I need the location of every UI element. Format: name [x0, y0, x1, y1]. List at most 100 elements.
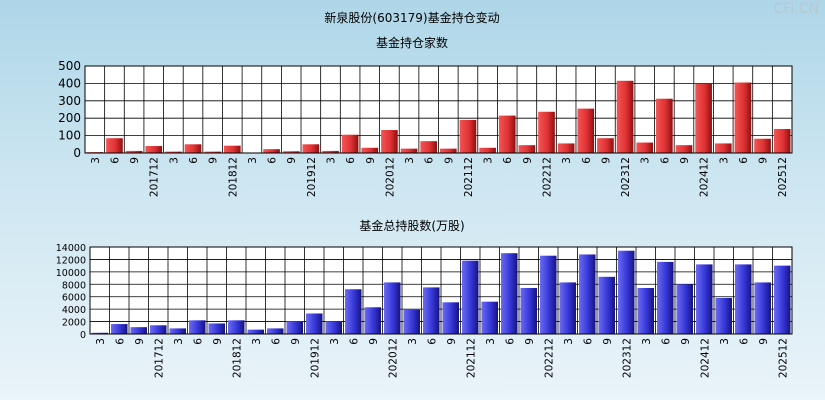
bar-202403 — [637, 288, 654, 334]
x-tick-label: 201912 — [309, 338, 321, 378]
bar-201709 — [125, 150, 143, 153]
x-tick-label: 9 — [212, 338, 224, 345]
bar-202109 — [442, 302, 459, 334]
x-tick-label: 202212 — [542, 157, 554, 197]
x-tick-label: 202312 — [621, 338, 633, 378]
bar-202309 — [598, 276, 615, 334]
x-tick-label: 3 — [719, 338, 731, 345]
bar-202006 — [345, 289, 362, 334]
bar-202212 — [538, 111, 555, 153]
x-tick-label: 9 — [679, 157, 691, 164]
bar-201909 — [282, 151, 300, 153]
bar-202003 — [322, 150, 339, 153]
top-chart-title: 基金持仓家数 — [376, 35, 448, 50]
x-tick-label: 202012 — [384, 157, 396, 197]
x-tick-label: 3 — [251, 338, 263, 345]
top-gridlines — [84, 65, 793, 154]
bar-202312 — [618, 250, 635, 334]
bar-202303 — [559, 282, 576, 334]
bar-202103 — [400, 148, 418, 153]
x-tick-label: 6 — [192, 338, 204, 345]
top-y-axis: 0 100 200 300 400 500 — [58, 59, 81, 160]
bar-202512 — [774, 265, 791, 334]
bar-202006 — [341, 134, 359, 153]
bar-202409 — [675, 145, 693, 153]
x-tick-label: 6 — [581, 157, 593, 164]
x-tick-label: 6 — [348, 338, 360, 345]
bar-202509 — [754, 138, 771, 153]
bar-201903 — [247, 329, 264, 334]
bottom-bars — [91, 250, 791, 334]
top-x-axis: 3 6 9 201712 3 6 9 201812 3 6 9 201912 3 6 9 202012 3 6 9 2… — [90, 157, 789, 197]
x-tick-label: 202412 — [699, 157, 711, 197]
bar-202103 — [403, 309, 420, 334]
x-tick-label: 3 — [329, 338, 341, 345]
bar-202209 — [520, 288, 537, 334]
bar-201706 — [106, 138, 123, 153]
x-tick-label: 201812 — [227, 157, 239, 197]
x-tick-label: 202412 — [699, 338, 711, 378]
bar-201806 — [184, 144, 202, 153]
bottom-plot-border — [89, 246, 793, 335]
y-tick-label: 10000 — [56, 268, 86, 279]
x-tick-label: 9 — [680, 338, 692, 345]
bar-201906 — [267, 328, 284, 334]
bar-202503 — [715, 297, 732, 334]
x-tick-label: 3 — [325, 157, 337, 164]
bar-202306 — [577, 108, 595, 153]
x-tick-label: 3 — [90, 157, 102, 164]
bottom-chart-title: 基金总持股数(万股) — [359, 218, 464, 233]
main-title: 新泉股份(603179)基金持仓变动 — [324, 10, 499, 25]
x-tick-label: 6 — [426, 338, 438, 345]
x-tick-label: 9 — [286, 157, 298, 164]
x-tick-label: 9 — [365, 157, 377, 164]
x-tick-label: 202512 — [777, 338, 789, 378]
x-tick-label: 201912 — [306, 157, 318, 197]
x-tick-label: 3 — [483, 157, 495, 164]
bar-201809 — [204, 151, 221, 153]
bar-202406 — [657, 261, 674, 334]
bar-202209 — [518, 145, 536, 153]
bar-202306 — [579, 254, 596, 334]
y-tick-label: 4000 — [62, 305, 86, 316]
bar-202112 — [462, 260, 479, 334]
x-tick-label: 9 — [524, 338, 536, 345]
top-bars — [86, 80, 791, 153]
bar-202012 — [384, 282, 401, 334]
bar-202012 — [381, 130, 398, 153]
y-tick-label: 100 — [58, 129, 81, 143]
bar-202509 — [754, 282, 771, 334]
x-tick-label: 6 — [424, 157, 436, 164]
x-tick-label: 6 — [660, 338, 672, 345]
x-tick-label: 6 — [504, 338, 516, 345]
bar-201912 — [306, 313, 323, 334]
x-tick-label: 201712 — [149, 157, 161, 197]
x-tick-label: 9 — [600, 157, 612, 164]
x-tick-label: 202212 — [543, 338, 555, 378]
x-tick-label: 3 — [561, 157, 573, 164]
x-tick-label: 9 — [134, 338, 146, 345]
y-tick-label: 300 — [58, 94, 81, 108]
bar-202506 — [735, 264, 752, 334]
x-tick-label: 6 — [109, 157, 121, 164]
y-tick-label: 14000 — [56, 243, 86, 254]
x-tick-label: 3 — [718, 157, 730, 164]
y-tick-label: 200 — [58, 111, 81, 125]
bar-202412 — [696, 264, 713, 334]
x-tick-label: 6 — [738, 157, 750, 164]
x-tick-label: 9 — [129, 157, 141, 164]
bar-202109 — [440, 148, 457, 153]
bar-202412 — [695, 83, 712, 153]
bar-202406 — [656, 98, 673, 153]
bar-202112 — [459, 119, 477, 153]
y-tick-label: 2000 — [62, 318, 86, 329]
bar-202106 — [423, 287, 440, 334]
x-tick-label: 202512 — [777, 157, 789, 197]
x-tick-label: 9 — [758, 157, 770, 164]
bar-202503 — [714, 143, 732, 153]
x-tick-label: 3 — [168, 157, 180, 164]
x-tick-label: 202012 — [387, 338, 399, 378]
bar-201812 — [228, 320, 245, 334]
bar-201803 — [169, 328, 186, 334]
